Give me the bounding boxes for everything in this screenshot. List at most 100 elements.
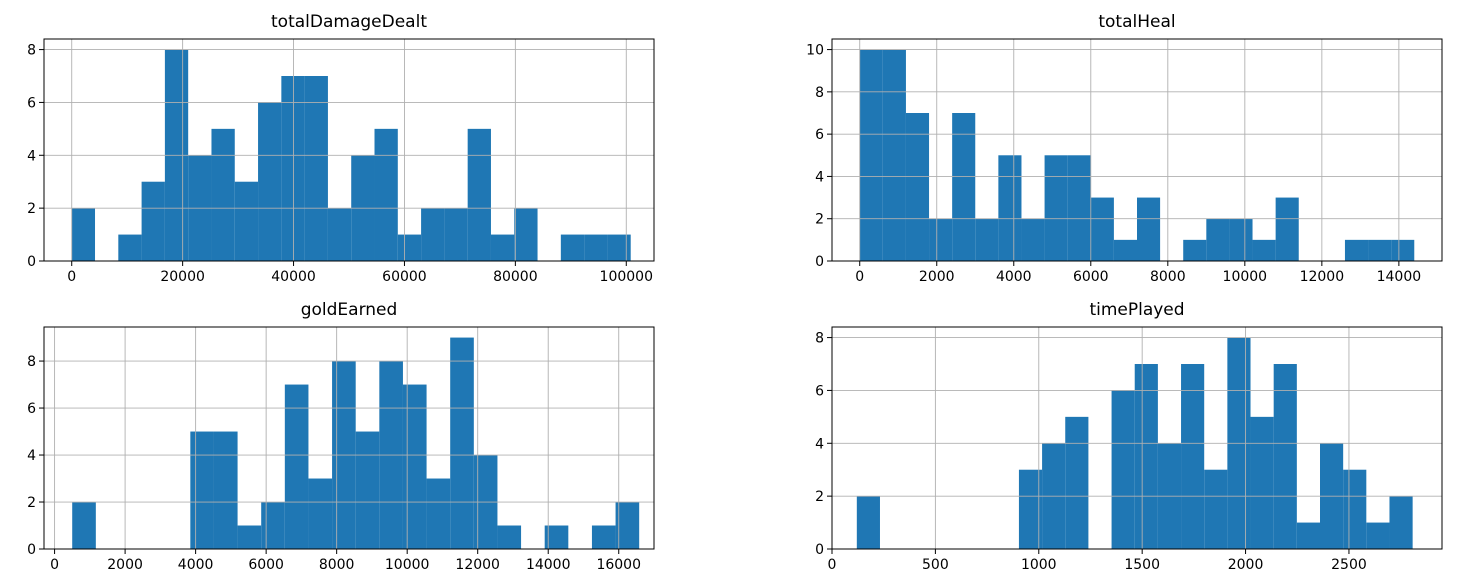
x-tick-label: 2000 — [1228, 557, 1264, 573]
histogram-bar — [397, 234, 422, 261]
histogram-bar — [281, 76, 305, 261]
histogram-bar — [1275, 197, 1299, 261]
histogram-bar — [998, 155, 1022, 261]
histogram-bar — [421, 208, 445, 261]
x-tick-label: 12000 — [1300, 269, 1345, 285]
histogram-bar — [211, 128, 235, 261]
histogram-bar — [1296, 522, 1320, 549]
histogram-bar — [1250, 416, 1274, 549]
histogram-bar — [859, 49, 883, 262]
x-tick-label: 6000 — [1073, 269, 1109, 285]
chart-title: goldEarned — [301, 300, 398, 320]
y-tick-label: 8 — [27, 354, 36, 370]
histogram-bar — [234, 181, 259, 261]
histogram-bar — [952, 113, 976, 261]
y-tick-label: 4 — [815, 436, 824, 452]
y-tick-label: 6 — [27, 401, 36, 417]
y-tick-label: 6 — [815, 383, 824, 399]
histogram-bar — [1018, 469, 1043, 549]
histogram-bar — [308, 478, 333, 549]
axes-frame — [43, 326, 655, 550]
x-tick-label: 60000 — [382, 269, 427, 285]
x-tick-label: 8000 — [1150, 269, 1186, 285]
y-tick-label: 10 — [806, 43, 824, 59]
chart-title: totalDamageDealt — [271, 12, 427, 32]
x-tick-label: 80000 — [493, 269, 538, 285]
subplot-time-played: timePlayed 0 500 1000 1500 2000 2500 0 2 4 6 8 — [815, 300, 1443, 573]
subplot-total-heal: totalHeal 0 2000 4000 6000 8000 10000 12000 140… — [806, 12, 1443, 285]
chart-title: totalHeal — [1098, 12, 1175, 32]
histogram-bar — [544, 525, 569, 549]
histogram-bar — [584, 234, 608, 261]
y-tick-label: 4 — [27, 148, 36, 164]
histogram-bar — [1389, 496, 1413, 549]
histogram-bar — [467, 128, 491, 261]
histogram-bar — [190, 431, 214, 549]
histogram-bar — [1183, 239, 1207, 261]
y-tick-label: 8 — [27, 43, 36, 59]
histogram-bar — [71, 208, 96, 261]
histogram-bar — [1067, 155, 1091, 261]
x-tick-label: 4000 — [178, 557, 214, 573]
x-tick-label: 12000 — [455, 557, 500, 573]
axes-frame — [831, 38, 1443, 262]
x-tick-label: 100000 — [600, 269, 653, 285]
subplot-gold-earned: goldEarned 0 2000 4000 6000 8000 10000 12000 14… — [27, 300, 655, 573]
x-tick-label: 2000 — [919, 269, 955, 285]
y-tick-label: 6 — [815, 127, 824, 143]
x-tick-label: 2500 — [1331, 557, 1367, 573]
histogram-bar — [1021, 218, 1045, 261]
histogram-bar — [1344, 239, 1369, 261]
x-tick-label: 0 — [67, 269, 76, 285]
histogram-bar — [1204, 469, 1228, 549]
y-tick-label: 0 — [27, 542, 36, 558]
histogram-bar — [975, 218, 999, 261]
histogram-bar — [118, 234, 142, 261]
histogram-bar — [1229, 218, 1253, 261]
histogram-bar — [72, 502, 96, 549]
histogram-bar — [615, 502, 640, 549]
y-tick-label: 4 — [27, 448, 36, 464]
axes-frame — [831, 326, 1443, 550]
y-tick-label: 2 — [27, 495, 36, 511]
y-tick-label: 2 — [815, 212, 824, 228]
histogram-bar — [1090, 197, 1114, 261]
y-tick-label: 4 — [815, 169, 824, 185]
histogram-bar — [1391, 239, 1415, 261]
chart-title: timePlayed — [1089, 300, 1184, 320]
histogram-bar — [1273, 364, 1297, 549]
histogram-bar — [1137, 197, 1161, 261]
y-tick-label: 2 — [27, 201, 36, 217]
y-tick-label: 2 — [815, 489, 824, 505]
x-tick-label: 2000 — [107, 557, 143, 573]
histogram-bar — [304, 76, 328, 261]
x-tick-label: 14000 — [526, 557, 571, 573]
histogram-bar — [141, 181, 165, 261]
x-tick-label: 500 — [922, 557, 949, 573]
histogram-bar — [327, 208, 352, 261]
histogram-bar — [490, 234, 515, 261]
x-tick-label: 40000 — [271, 269, 316, 285]
x-tick-label: 8000 — [319, 557, 355, 573]
histogram-bar — [374, 128, 398, 261]
x-tick-label: 6000 — [248, 557, 284, 573]
histogram-bar — [1065, 416, 1089, 549]
histogram-bar — [444, 208, 468, 261]
y-tick-label: 0 — [27, 254, 36, 270]
histogram-bar — [1134, 364, 1158, 549]
x-tick-label: 16000 — [596, 557, 641, 573]
y-tick-label: 8 — [815, 331, 824, 347]
histogram-bar — [1044, 155, 1068, 261]
histogram-bar — [560, 234, 585, 261]
histogram-bar — [1206, 218, 1230, 261]
subplot-total-damage-dealt: totalDamageDealt 0 20000 40000 60000 80000 10… — [27, 12, 655, 285]
histogram-bar — [450, 337, 474, 549]
histogram-bar — [213, 431, 238, 549]
histogram-bar — [258, 102, 282, 261]
histogram-bar — [591, 525, 616, 549]
x-tick-label: 0 — [50, 557, 59, 573]
histogram-bar — [1111, 390, 1135, 549]
histogram-bar — [856, 496, 880, 549]
histogram-bar — [1366, 522, 1390, 549]
